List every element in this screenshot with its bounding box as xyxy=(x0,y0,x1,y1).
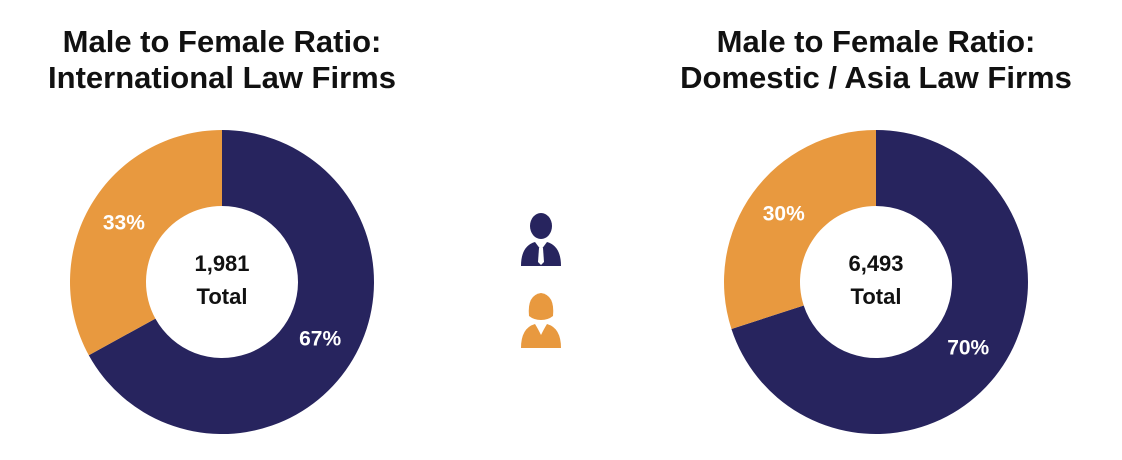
chart-title: Male to Female Ratio: xyxy=(63,24,382,59)
chart-title: International Law Firms xyxy=(48,60,396,95)
value-label: 30% xyxy=(763,203,805,226)
center-label: 6,493 xyxy=(848,251,903,276)
value-label: 67% xyxy=(299,328,341,351)
donut-segment xyxy=(723,130,876,329)
value-label: 70% xyxy=(947,337,989,360)
legend-icons xyxy=(521,213,561,348)
chart-title: Male to Female Ratio: xyxy=(717,24,1036,59)
center-label: 1,981 xyxy=(194,251,249,276)
donut-segment xyxy=(731,130,1028,434)
center-label: Total xyxy=(851,284,902,309)
value-label: 33% xyxy=(103,212,145,235)
female-icon xyxy=(521,293,561,348)
chart-title: Domestic / Asia Law Firms xyxy=(680,60,1072,95)
donut-segment xyxy=(88,130,375,434)
male-icon xyxy=(521,213,561,266)
donut-segment xyxy=(70,130,222,356)
center-label: Total xyxy=(197,284,248,309)
